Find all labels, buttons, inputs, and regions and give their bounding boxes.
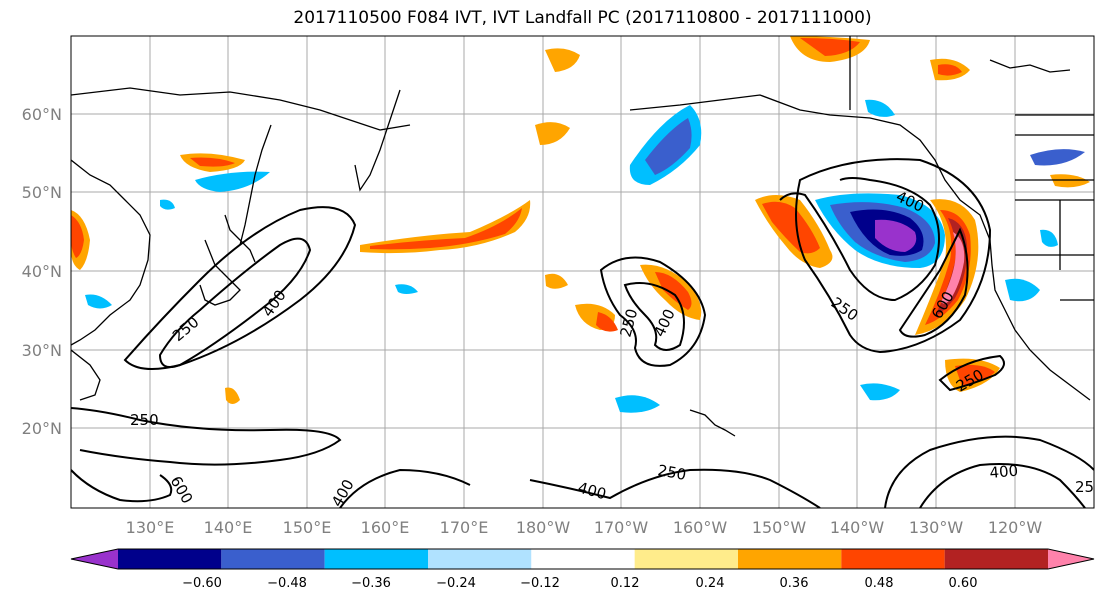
- colorbar-tick: −0.48: [267, 576, 307, 591]
- lon-tick: 170°E: [440, 518, 489, 537]
- colorbar-tick: −0.12: [520, 576, 560, 591]
- lon-tick: 150°E: [283, 518, 332, 537]
- colorbar-swatch: [221, 549, 325, 569]
- colorbar-swatch: [738, 549, 842, 569]
- contour-label: 250: [1075, 478, 1104, 496]
- coastlines: [71, 36, 1094, 437]
- colorbar: −0.60 −0.48 −0.36 −0.24 −0.12 0.12 0.24 …: [70, 548, 1095, 591]
- lon-tick: 130°E: [126, 518, 175, 537]
- map-title: 2017110500 F084 IVT, IVT Landfall PC (20…: [293, 8, 872, 28]
- lat-tick: 40°N: [22, 262, 62, 281]
- map-frame: [70, 35, 1095, 509]
- lon-tick: 140°E: [204, 518, 253, 537]
- colorbar-swatch: [118, 549, 222, 569]
- longitude-labels: 130°E 140°E 150°E 160°E 170°E 180°W 170°…: [126, 518, 1043, 537]
- colorbar-tick: 0.60: [949, 576, 978, 591]
- contour-label: 250: [130, 411, 159, 429]
- colorbar-tick: 0.24: [696, 576, 725, 591]
- lat-tick: 20°N: [22, 419, 62, 438]
- colorbar-swatch: [428, 549, 532, 569]
- colorbar-swatch: [1048, 549, 1094, 569]
- contour-label: 400: [989, 462, 1019, 482]
- colorbar-swatches: [70, 548, 1095, 570]
- colorbar-tick: −0.36: [351, 576, 391, 591]
- colorbar-swatch: [944, 549, 1048, 569]
- lon-tick: 160°E: [361, 518, 410, 537]
- colorbar-swatch: [634, 549, 738, 569]
- lon-tick: 120°W: [988, 518, 1043, 537]
- colorbar-swatch: [324, 549, 428, 569]
- colorbar-swatch: [71, 549, 118, 569]
- ivt-contours: [71, 158, 1094, 508]
- lon-tick: 170°W: [594, 518, 649, 537]
- lon-tick: 160°W: [673, 518, 728, 537]
- colorbar-tick: −0.60: [182, 576, 222, 591]
- lon-tick: 130°W: [909, 518, 964, 537]
- lat-tick: 50°N: [22, 183, 62, 202]
- colorbar-swatch: [841, 549, 945, 569]
- lat-tick: 60°N: [22, 105, 62, 124]
- lon-tick: 140°W: [830, 518, 885, 537]
- colorbar-tick: 0.48: [865, 576, 894, 591]
- graticule: [71, 36, 1094, 508]
- lat-tick: 30°N: [22, 341, 62, 360]
- colorbar-ticks: −0.60 −0.48 −0.36 −0.24 −0.12 0.12 0.24 …: [182, 576, 977, 591]
- lon-tick: 150°W: [752, 518, 807, 537]
- colorbar-swatch: [531, 549, 635, 569]
- colorbar-tick: 0.12: [611, 576, 640, 591]
- latitude-labels: 60°N 50°N 40°N 30°N 20°N: [22, 105, 62, 438]
- colorbar-outline: [70, 548, 1095, 570]
- lon-tick: 180°W: [516, 518, 571, 537]
- colorbar-tick: −0.24: [436, 576, 476, 591]
- colorbar-tick: 0.36: [780, 576, 809, 591]
- contour-label: 250: [656, 461, 687, 484]
